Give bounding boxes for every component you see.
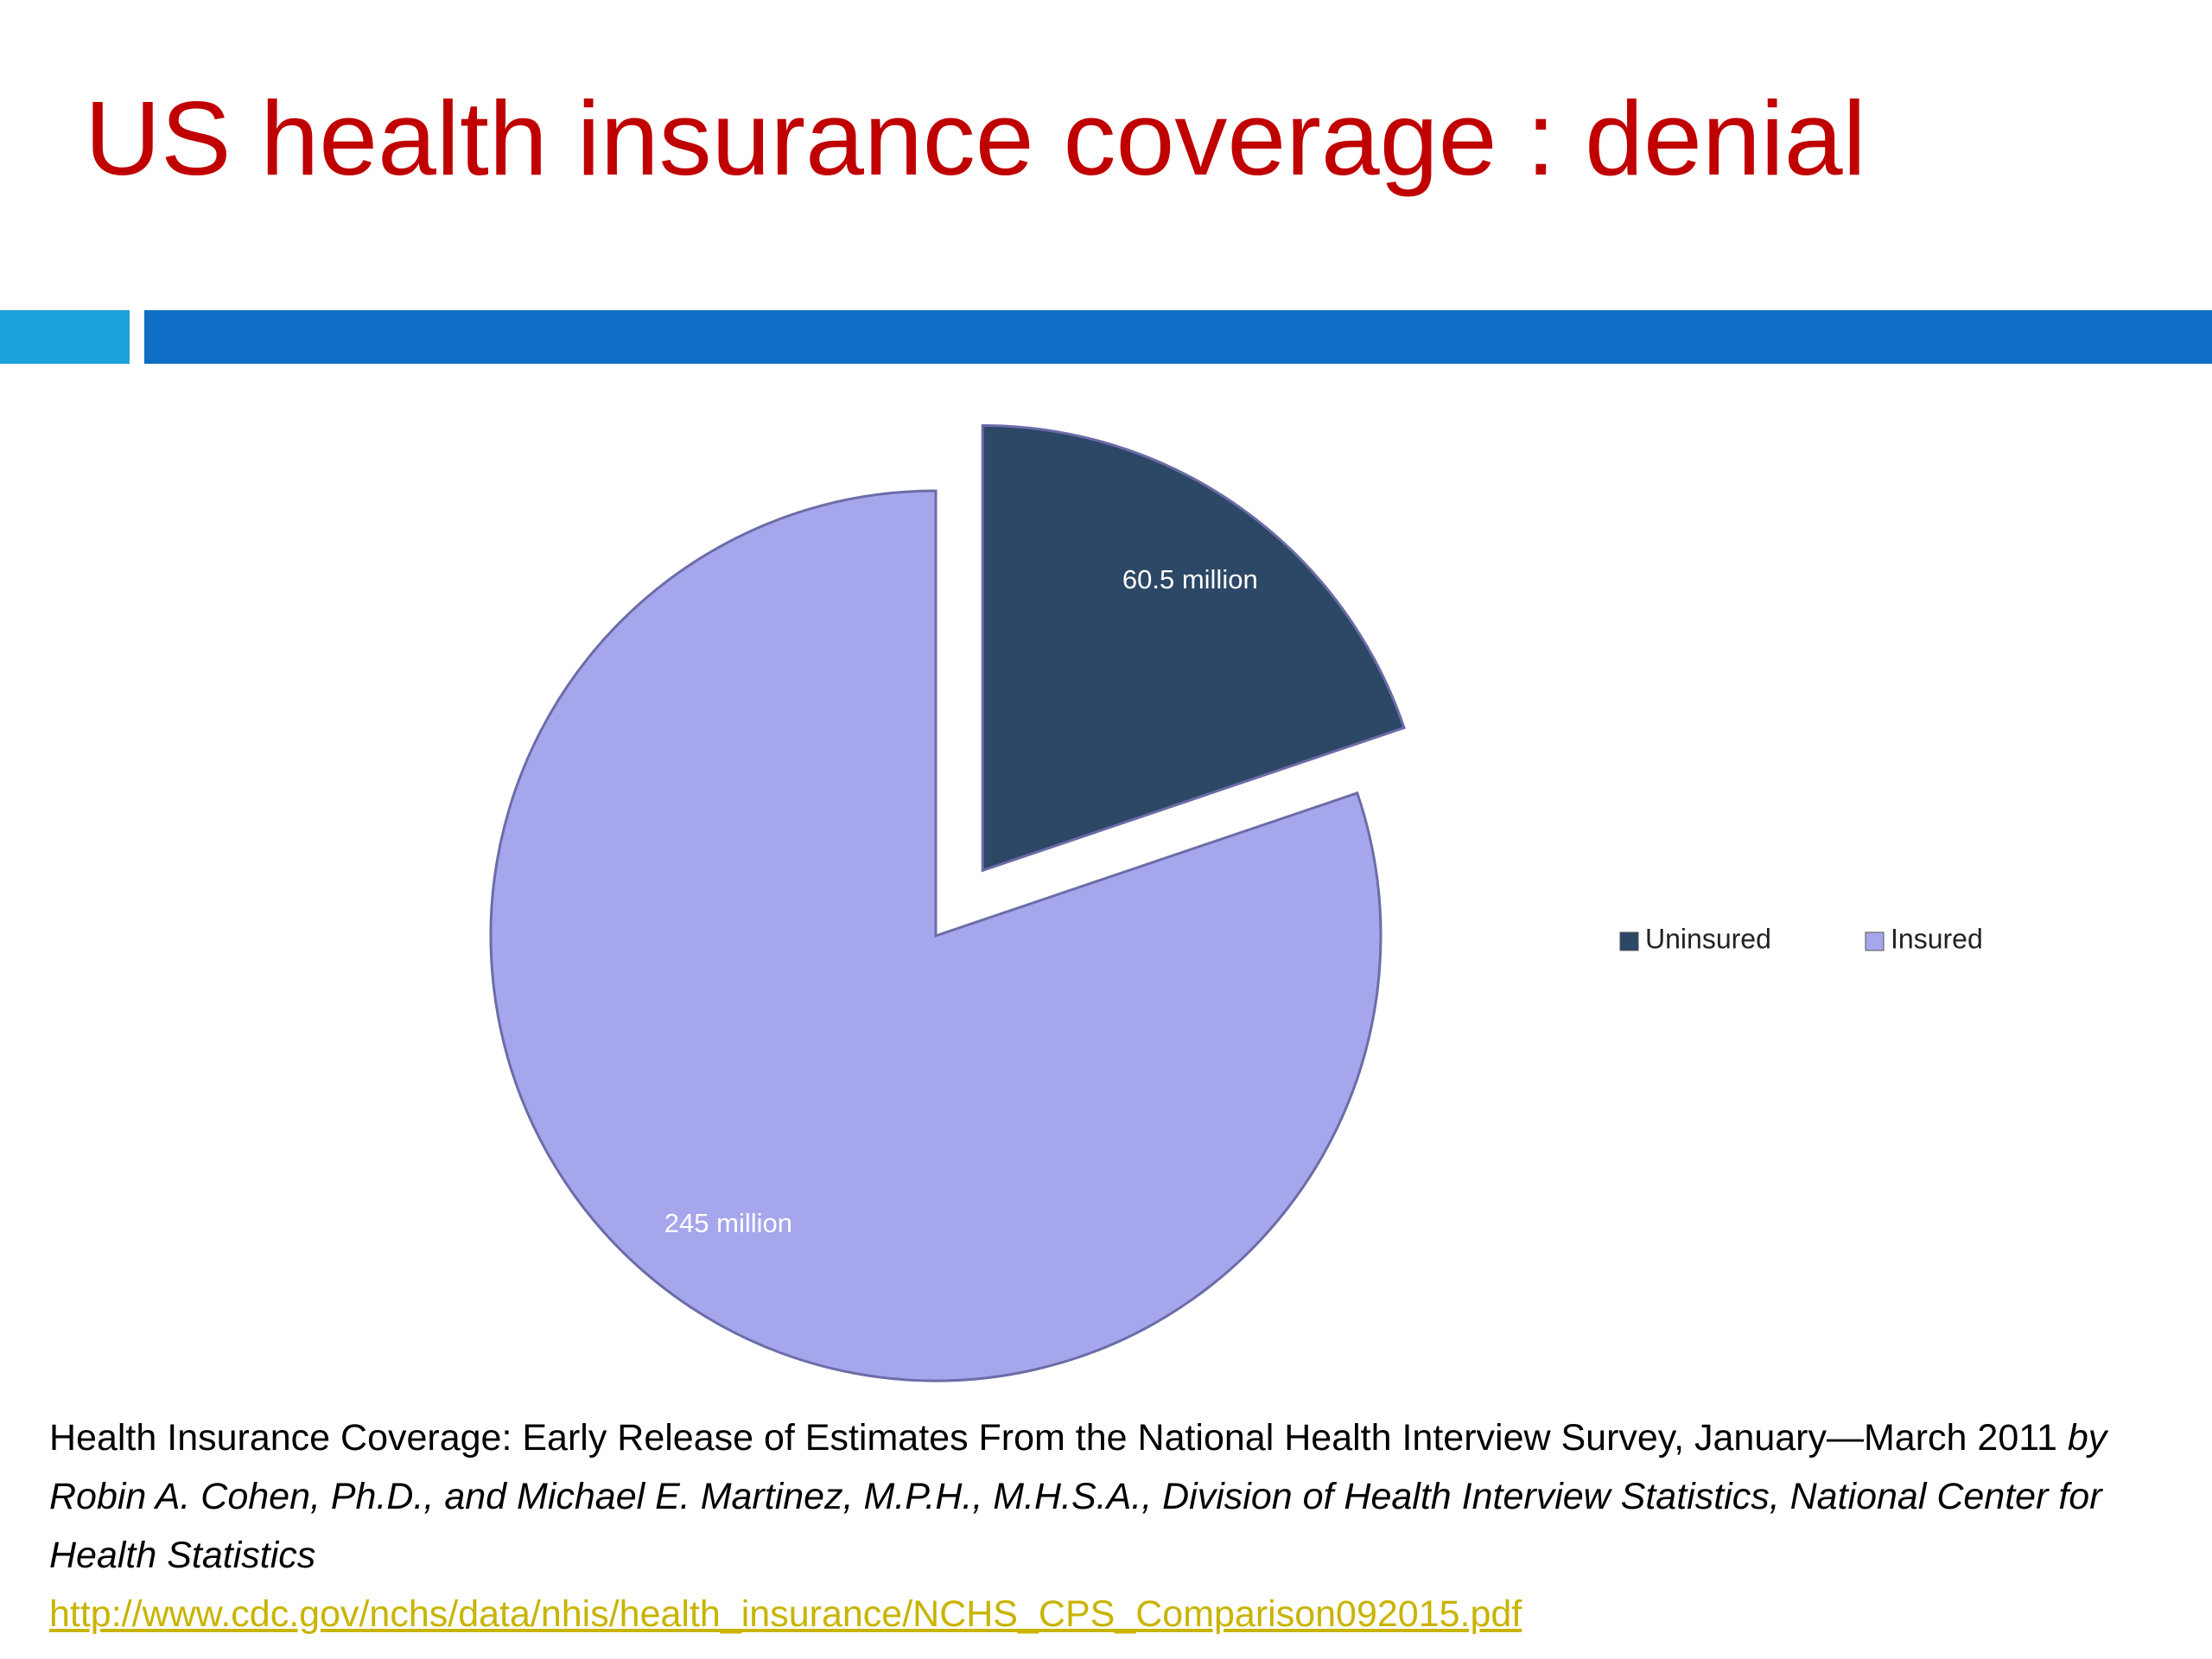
chart: US health insurance coverage : denial 60… — [0, 79, 2212, 1382]
legend-label: Uninsured — [1645, 923, 1771, 954]
source-link[interactable]: http://www.cdc.gov/nchs/data/nhis/health… — [49, 1593, 1522, 1635]
caption-text: Health Insurance Coverage: Early Release… — [49, 1417, 2057, 1459]
accent-bar — [0, 310, 130, 364]
legend-swatch — [1865, 931, 1885, 951]
caption: Health Insurance Coverage: Early Release… — [49, 1408, 2158, 1643]
legend-label: Insured — [1891, 923, 1983, 954]
header-bar — [144, 310, 2212, 364]
data-label: 60.5 million — [1122, 564, 1258, 594]
pie-slice — [981, 423, 1406, 873]
pie-slice — [489, 489, 1382, 1382]
caption-authors: by Robin A. Cohen, Ph.D., and Michael E.… — [49, 1417, 2107, 1576]
data-label: 245 million — [664, 1208, 792, 1238]
slide-title: US health insurance coverage : denial — [85, 79, 1866, 197]
legend-swatch — [1619, 931, 1639, 951]
